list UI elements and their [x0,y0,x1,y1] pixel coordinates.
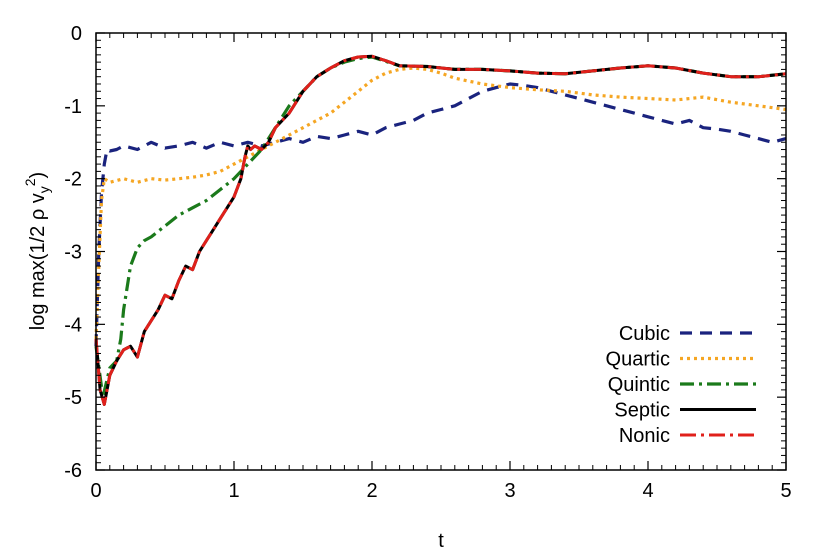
series-line-quartic [94,66,787,339]
x-axis-label: t [438,530,444,552]
y-axis-label-close: ) [27,172,49,179]
series-line-nonic [94,54,787,406]
x-tick-label: 1 [228,480,239,502]
x-tick-label: 3 [504,480,515,502]
legend: Cubic Quartic Quintic Septic Nonic [606,323,756,447]
x-tick-label: 4 [642,480,653,502]
legend-label: Quintic [608,374,670,396]
legend-item-septic: Septic [614,400,756,422]
y-tick-label: -6 [64,460,82,482]
y-tick-label: -3 [64,242,82,264]
x-tick-label: 5 [780,480,791,502]
legend-label: Septic [614,400,670,422]
legend-label: Nonic [619,425,670,447]
y-axis-label-superscript: 2 [22,178,38,186]
legend-label: Quartic [606,349,670,371]
legend-item-nonic: Nonic [619,425,756,447]
legend-label: Cubic [619,323,670,345]
x-tick-label: 2 [366,480,377,502]
y-tick-label: -4 [64,314,82,336]
svg-text:log max(1/2 ρ vy2): log max(1/2 ρ vy2) [22,172,52,330]
y-tick-label: -2 [64,169,82,191]
y-tick-label: -5 [64,387,82,409]
legend-item-quintic: Quintic [608,374,756,396]
x-tick-label: 0 [90,480,101,502]
legend-item-quartic: Quartic [606,349,756,371]
y-axis-label: log max(1/2 ρ vy2) [22,172,52,330]
y-axis-label-main: log max(1/2 ρ v [27,193,49,330]
ticks-layer: 0 1 2 3 4 5 0 -1 -2 -3 -4 -5 -6 [64,23,791,502]
y-axis-label-subscript: y [36,186,52,193]
y-tick-label: 0 [71,23,82,45]
legend-item-cubic: Cubic [619,323,756,345]
series-layer [94,54,787,406]
y-tick-label: -1 [64,96,82,118]
series-line-cubic [94,82,787,347]
